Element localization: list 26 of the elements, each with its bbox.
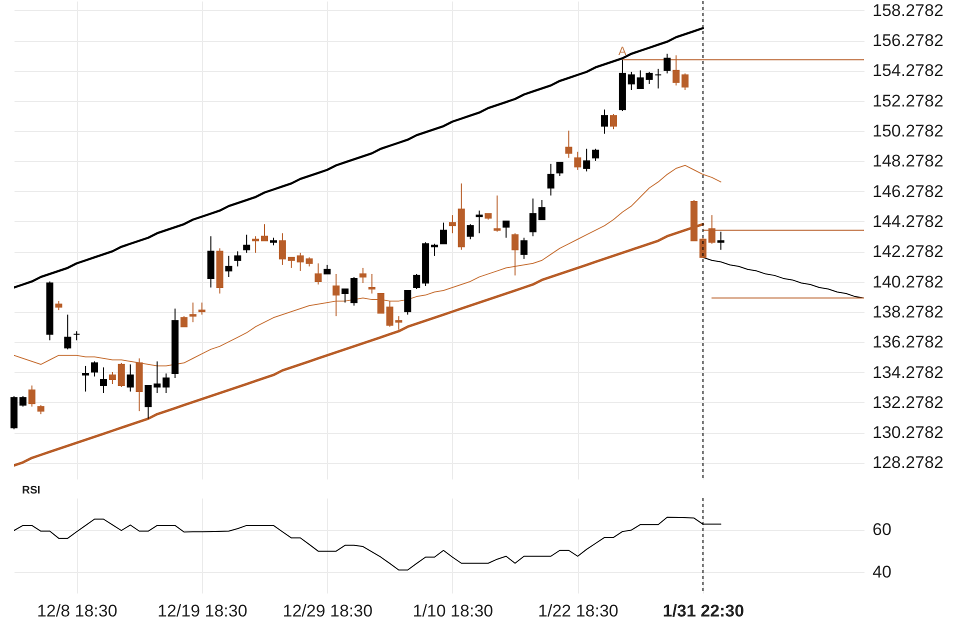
annotation: A <box>618 44 626 58</box>
y-tick-label: 152.2782 <box>872 91 944 110</box>
x-tick-label: 1/31 22:30 <box>662 602 744 620</box>
x-tick-label: 12/19 18:30 <box>157 602 248 620</box>
y-tick-label: 132.2782 <box>872 392 944 412</box>
y-tick-label: 140.2782 <box>872 272 944 292</box>
y-tick-label: 146.2782 <box>872 182 944 201</box>
y-tick-label: 138.2782 <box>872 302 944 322</box>
y-tick-label: 158.2782 <box>872 0 944 20</box>
y-tick-label: 144.2782 <box>872 212 944 231</box>
y-tick-label: 40 <box>872 562 892 582</box>
y-tick-label: 154.2782 <box>872 61 944 80</box>
x-tick-label: 12/29 18:30 <box>282 602 373 620</box>
y-tick-label: 60 <box>872 520 892 540</box>
y-tick-label: 156.2782 <box>872 31 944 50</box>
y-tick-label: 150.2782 <box>872 122 944 141</box>
y-tick-label: 134.2782 <box>872 362 944 382</box>
x-tick-label: 12/8 18:30 <box>36 602 118 620</box>
y-tick-label: 136.2782 <box>872 332 944 352</box>
y-tick-label: 128.2782 <box>872 453 944 472</box>
chart-title: RSI <box>22 484 40 496</box>
x-tick-label: 1/22 18:30 <box>538 602 618 620</box>
y-tick-label: 148.2782 <box>872 152 944 171</box>
y-tick-label: 142.2782 <box>872 242 944 262</box>
y-tick-label: 130.2782 <box>872 423 944 442</box>
x-tick-label: 1/10 18:30 <box>412 602 494 620</box>
